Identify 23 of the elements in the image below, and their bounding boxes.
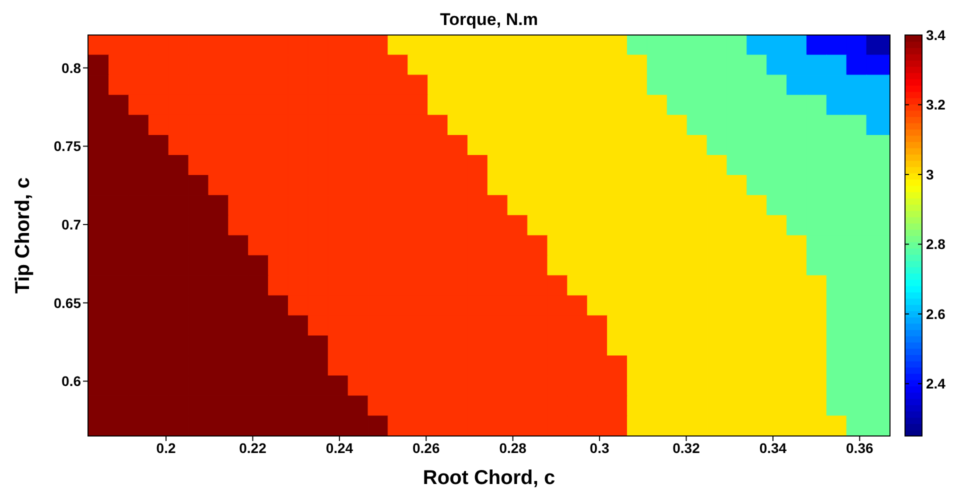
y-tick-label: 0.75	[54, 138, 82, 154]
x-tick-label: 0.24	[326, 440, 354, 456]
y-tick-label: 0.8	[62, 60, 82, 76]
x-tick-label: 0.3	[590, 440, 610, 456]
color-bar-label: 2.8	[926, 236, 946, 252]
y-tick-label: 0.7	[62, 216, 82, 233]
x-tick-label: 0.28	[499, 440, 527, 456]
chart-title: Torque, N.m	[439, 10, 539, 30]
color-bar-label: 3.2	[926, 96, 946, 113]
x-tick-label: 0.2	[156, 440, 176, 456]
x-tick-label: 0.36	[846, 440, 874, 456]
x-tick-label: 0.26	[412, 440, 440, 456]
color-bar-label: 2.4	[926, 376, 946, 392]
x-tick-label: 0.34	[759, 440, 787, 456]
color-bar-label: 2.6	[926, 306, 946, 322]
y-tick-label: 0.6	[62, 373, 82, 390]
x-tick-label: 0.22	[239, 440, 267, 456]
y-tick-label: 0.65	[54, 294, 82, 311]
x-tick-label: 0.32	[672, 440, 700, 456]
y-axis-title: Tip Chord, c	[12, 177, 34, 294]
color-bar-label: 3	[926, 166, 934, 182]
color-bar-label: 3.4	[926, 26, 946, 43]
x-axis-title: Root Chord, c	[422, 467, 556, 489]
